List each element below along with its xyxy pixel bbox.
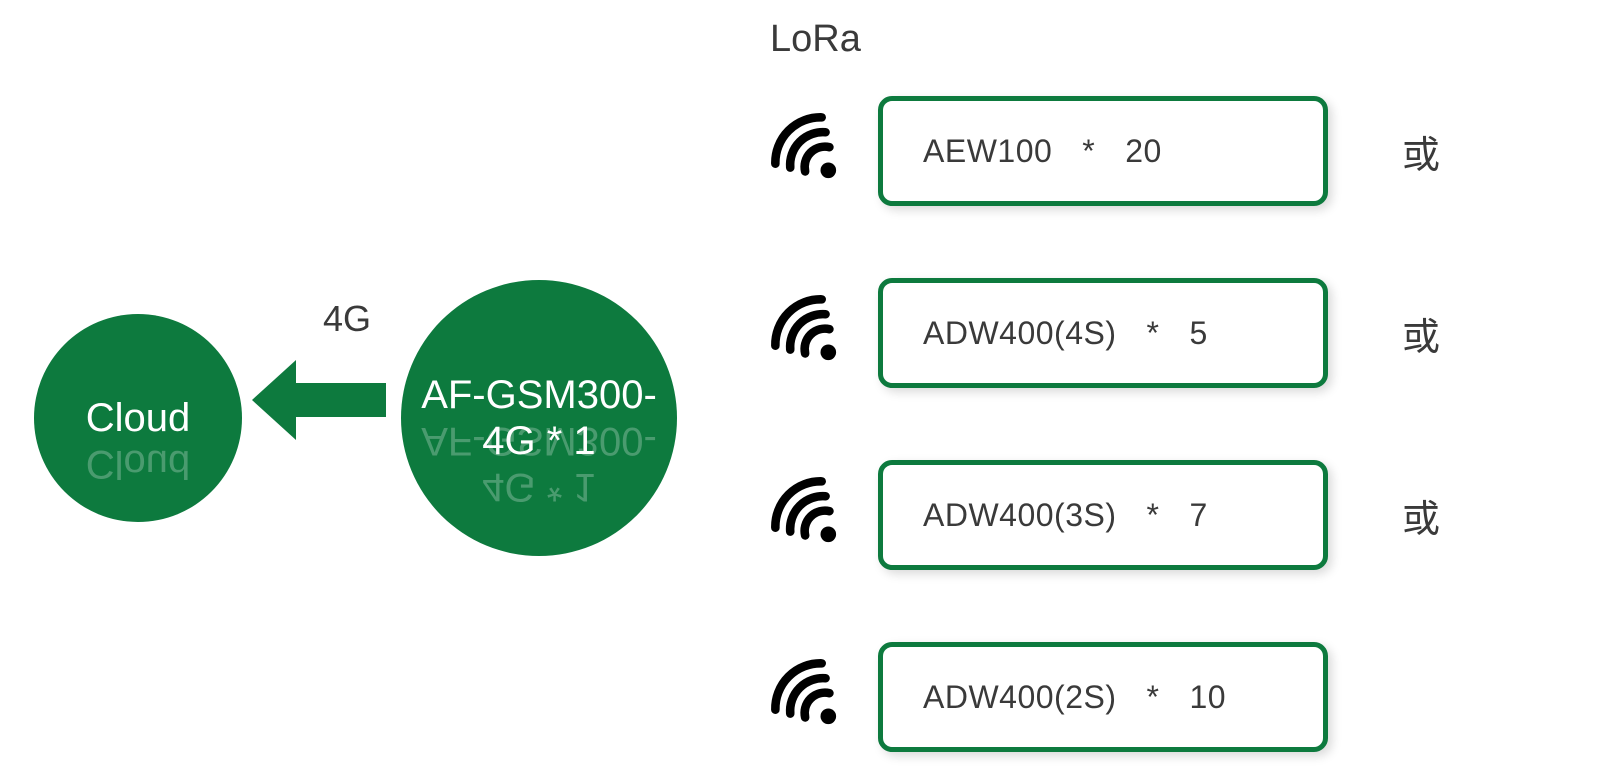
or-label: 或 [1402, 124, 1440, 179]
device-label: ADW400(4S) * 5 [923, 315, 1208, 352]
wifi-icon [770, 112, 848, 190]
device-box: ADW400(2S) * 10 [878, 642, 1328, 752]
device-mult: * [1147, 679, 1160, 715]
device-label: AEW100 * 20 [923, 133, 1162, 170]
device-label: ADW400(2S) * 10 [923, 679, 1226, 716]
or-label: 或 [1402, 488, 1440, 543]
device-name: AEW100 [923, 133, 1052, 169]
wifi-icon [770, 476, 848, 554]
device-box: ADW400(3S) * 7 [878, 460, 1328, 570]
gateway-label-line2: 4G * 1 [421, 418, 657, 464]
arrow-head-icon [252, 360, 296, 440]
device-name: ADW400(2S) [923, 679, 1117, 715]
device-name: ADW400(4S) [923, 315, 1117, 351]
device-box: ADW400(4S) * 5 [878, 278, 1328, 388]
device-mult: * [1147, 497, 1160, 533]
device-qty: 7 [1189, 497, 1207, 533]
device-name: ADW400(3S) [923, 497, 1117, 533]
lora-title: LoRa [770, 18, 861, 61]
connection-label-4g: 4G [323, 298, 371, 340]
or-label: 或 [1402, 306, 1440, 361]
device-box: AEW100 * 20 [878, 96, 1328, 206]
arrow-bar [296, 383, 386, 417]
device-mult: * [1147, 315, 1160, 351]
device-qty: 20 [1125, 133, 1162, 169]
wifi-icon [770, 294, 848, 372]
gateway-label-line1: AF-GSM300- [421, 372, 657, 418]
device-mult: * [1082, 133, 1095, 169]
cloud-label: Cloud [86, 395, 191, 441]
cloud-node: Cloud [34, 314, 242, 522]
gateway-label: AF-GSM300- 4G * 1 [421, 372, 657, 464]
wifi-icon [770, 658, 848, 736]
device-qty: 10 [1189, 679, 1226, 715]
arrow-4g [252, 360, 386, 440]
device-label: ADW400(3S) * 7 [923, 497, 1208, 534]
device-qty: 5 [1189, 315, 1207, 351]
gateway-node: AF-GSM300- 4G * 1 [401, 280, 677, 556]
